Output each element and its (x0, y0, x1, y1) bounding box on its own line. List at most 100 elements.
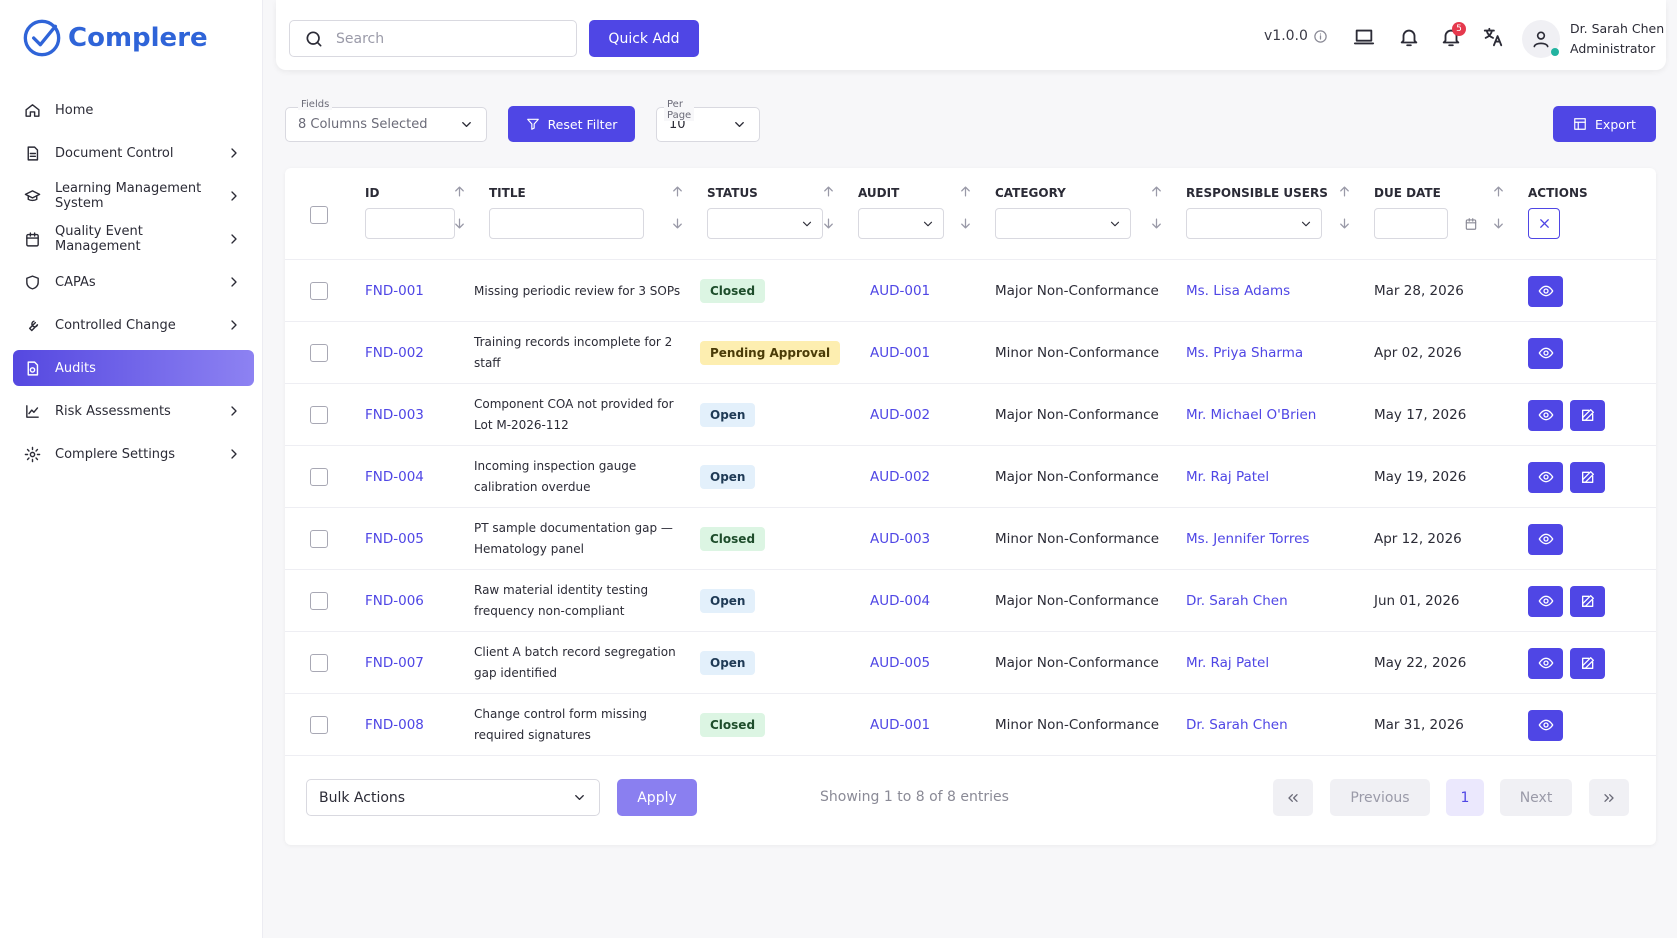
view-button[interactable] (1528, 461, 1563, 493)
row-select[interactable] (310, 508, 328, 570)
menu-item[interactable]: Home (13, 92, 254, 128)
responsible-user[interactable]: Dr. Sarah Chen (1186, 593, 1288, 609)
responsible-user[interactable]: Mr. Raj Patel (1186, 469, 1270, 485)
icon-path (1533, 42, 1549, 48)
view-button[interactable] (1528, 709, 1563, 741)
menu-item[interactable]: Audits (13, 350, 254, 386)
due-cell: May 19, 2026 (1374, 446, 1466, 508)
quick-add-button[interactable]: Quick Add (589, 20, 699, 57)
audit-link[interactable]: AUD-001 (870, 283, 931, 299)
icon-path (24, 189, 41, 199)
fields-select[interactable]: 8 Columns Selected (285, 107, 487, 142)
checkbox[interactable] (310, 406, 328, 424)
responsible-user[interactable]: Ms. Jennifer Torres (1186, 531, 1310, 547)
audit-link[interactable]: AUD-004 (870, 593, 931, 609)
finding-id[interactable]: FND-008 (365, 717, 424, 733)
first-page-button[interactable] (1273, 779, 1313, 816)
row-select[interactable] (310, 322, 328, 384)
checkbox[interactable] (310, 282, 328, 300)
checkbox[interactable] (310, 592, 328, 610)
menu-item[interactable]: Quality Event Management (13, 221, 254, 257)
checkbox[interactable] (310, 716, 328, 734)
menu-item[interactable]: Complere Settings (13, 436, 254, 472)
topbar-icon[interactable] (1482, 26, 1504, 52)
row-select[interactable] (310, 384, 328, 446)
edit-button[interactable] (1570, 585, 1605, 617)
topbar-icon[interactable] (1398, 26, 1420, 52)
row-select[interactable] (310, 570, 328, 632)
finding-id[interactable]: FND-003 (365, 407, 424, 423)
edit-button[interactable] (1570, 461, 1605, 493)
reset-filter-label: Reset Filter (547, 116, 618, 132)
checkbox[interactable] (310, 344, 328, 362)
avatar[interactable] (1522, 20, 1560, 58)
audit-link[interactable]: AUD-002 (870, 469, 931, 485)
column-filter[interactable] (365, 208, 455, 239)
menu-item[interactable]: CAPAs (13, 264, 254, 300)
column-filter[interactable] (489, 208, 644, 239)
export-button[interactable]: Export (1553, 106, 1656, 142)
menu-item[interactable]: Learning Management System (13, 178, 254, 214)
view-button[interactable] (1528, 523, 1563, 555)
page-button[interactable]: 1 (1446, 779, 1484, 816)
view-button[interactable] (1528, 399, 1563, 431)
reset-filter-button[interactable]: Reset Filter (508, 106, 635, 142)
view-button[interactable] (1528, 647, 1563, 679)
menu-item[interactable]: Document Control (13, 135, 254, 171)
edit-button[interactable] (1570, 399, 1605, 431)
finding-id[interactable]: FND-001 (365, 283, 424, 299)
finding-id[interactable]: FND-004 (365, 469, 424, 485)
topbar-icon[interactable]: 5 (1440, 22, 1466, 52)
column-filter[interactable] (995, 208, 1131, 239)
audit-link[interactable]: AUD-002 (870, 407, 931, 423)
finding-id[interactable]: FND-002 (365, 345, 424, 361)
view-button[interactable] (1528, 337, 1563, 369)
checkbox[interactable] (310, 468, 328, 486)
column-filter[interactable] (707, 208, 823, 239)
category-cell: Minor Non-Conformance (995, 694, 1159, 756)
finding-title: Raw material identity testing frequency … (474, 583, 649, 618)
column-filter[interactable] (1374, 208, 1448, 239)
view-button[interactable] (1528, 585, 1563, 617)
apply-button[interactable]: Apply (617, 779, 697, 816)
select-all-checkbox[interactable] (310, 206, 328, 224)
last-page-button[interactable] (1589, 779, 1629, 816)
row-select[interactable] (310, 694, 328, 756)
previous-button[interactable]: Previous (1330, 779, 1430, 816)
category: Minor Non-Conformance (995, 345, 1160, 361)
audit-link[interactable]: AUD-005 (870, 655, 931, 671)
column-filter[interactable] (1186, 208, 1322, 239)
menu-item[interactable]: Controlled Change (13, 307, 254, 343)
audit-link[interactable]: AUD-001 (870, 345, 931, 361)
clear-filters-button[interactable] (1528, 208, 1560, 239)
finding-id[interactable]: FND-006 (365, 593, 424, 609)
icon-path (1538, 409, 1553, 421)
icon-path (1465, 218, 1477, 224)
finding-id[interactable]: FND-007 (365, 655, 424, 671)
row-select[interactable] (310, 446, 328, 508)
responsible-user[interactable]: Ms. Priya Sharma (1186, 345, 1304, 361)
icon-svg (575, 795, 584, 800)
responsible-user[interactable]: Dr. Sarah Chen (1186, 717, 1288, 733)
bulk-actions-select[interactable]: Bulk Actions (306, 779, 600, 816)
user-cell: Mr. Raj Patel (1186, 446, 1269, 508)
row-select[interactable] (310, 632, 328, 694)
audit-link[interactable]: AUD-003 (870, 531, 931, 547)
responsible-user[interactable]: Mr. Raj Patel (1186, 655, 1270, 671)
column-filter[interactable] (858, 208, 944, 239)
view-button[interactable] (1528, 275, 1563, 307)
audit-link[interactable]: AUD-001 (870, 717, 931, 733)
finding-id[interactable]: FND-005 (365, 531, 424, 547)
row-select[interactable] (310, 260, 328, 322)
responsible-user[interactable]: Mr. Michael O'Brien (1186, 407, 1317, 423)
next-button[interactable]: Next (1500, 779, 1572, 816)
topbar-icon[interactable] (1353, 26, 1375, 52)
search-box[interactable]: Search (289, 20, 577, 57)
checkbox[interactable] (310, 530, 328, 548)
responsible-user[interactable]: Ms. Lisa Adams (1186, 283, 1291, 299)
edit-button[interactable] (1570, 647, 1605, 679)
due-cell: Mar 28, 2026 (1374, 260, 1464, 322)
brand-logo (22, 18, 62, 58)
menu-item[interactable]: Risk Assessments (13, 393, 254, 429)
checkbox[interactable] (310, 654, 328, 672)
